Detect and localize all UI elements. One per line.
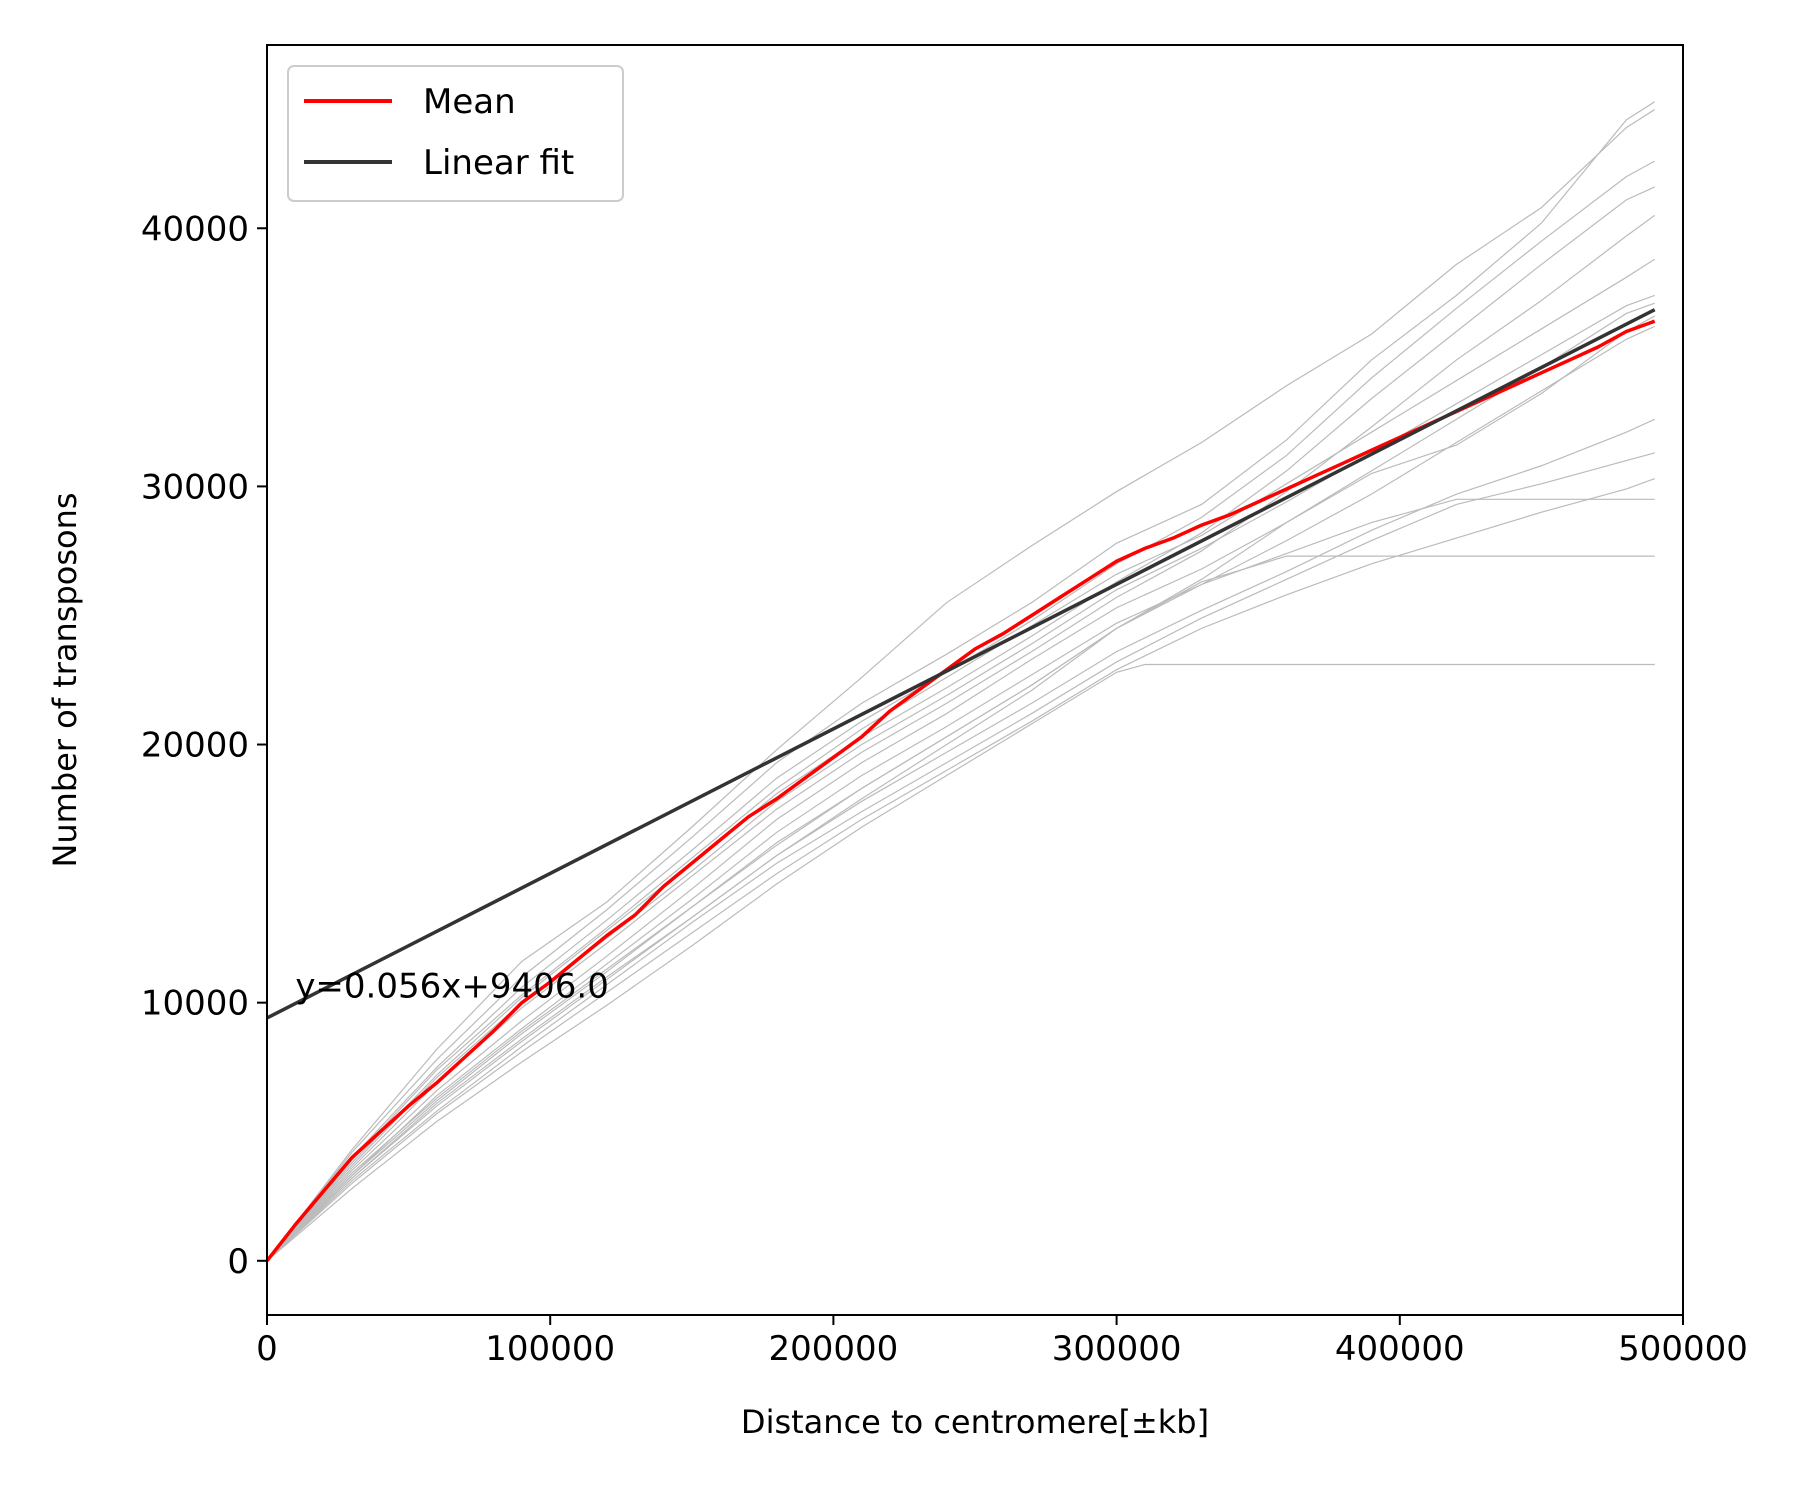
x-tick-label: 100000 [485,1329,615,1369]
y-tick-label: 10000 [141,984,249,1024]
individual-line-6 [267,258,1656,1262]
individual-line-15 [267,555,1655,1262]
individual-line-12 [267,452,1655,1262]
individual-line-16 [267,663,1655,1262]
x-tick-label: 200000 [769,1329,899,1369]
y-tick-label: 0 [227,1242,249,1282]
y-tick-label: 40000 [141,209,249,249]
individual-line-11 [267,418,1655,1262]
individual-line-5 [267,214,1656,1262]
legend-label-linear-fit: Linear fit [423,143,574,183]
legend: Mean Linear fit [287,65,624,202]
fit-equation-annotation: y=0.056x+9406.0 [295,967,609,1007]
individual-line-13 [267,478,1655,1262]
linear-fit-line [267,308,1656,1020]
y-tick-label: 30000 [141,467,249,507]
plot-lines [267,101,1656,1262]
individual-line-3 [267,186,1655,1262]
y-tick-label: 20000 [141,726,249,766]
x-tick-label: 500000 [1618,1329,1748,1369]
individual-line-9 [267,325,1655,1262]
x-tick-label: 0 [256,1329,278,1369]
individual-line-8 [267,302,1655,1262]
individual-line-2 [267,160,1655,1262]
individual-line-1 [267,101,1656,1262]
plot-frame [266,44,1684,1316]
x-tick-label: 300000 [1052,1329,1182,1369]
individual-line-14 [267,498,1655,1262]
y-axis-label: Number of transposons [46,492,84,867]
axes: 0 100000 200000 300000 400000 500000 0 10000 200… [141,44,1748,1369]
legend-label-mean: Mean [423,82,516,122]
individual-line-4 [267,109,1656,1262]
x-axis-label: Distance to centromere[±kb] [741,1403,1209,1441]
x-tick-label: 400000 [1335,1329,1465,1369]
